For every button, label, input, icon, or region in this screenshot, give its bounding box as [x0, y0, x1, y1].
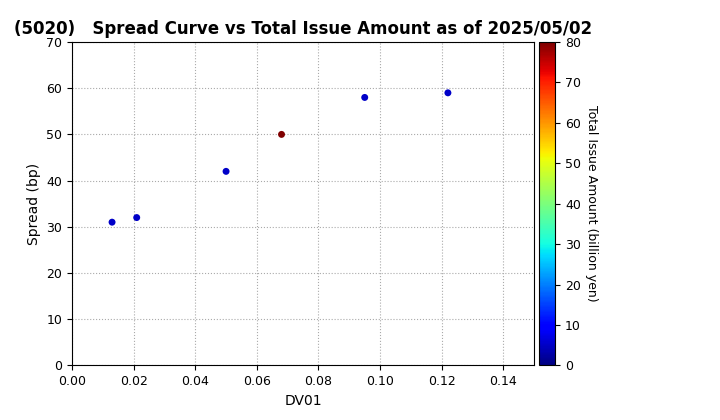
- Point: [442, 89, 454, 96]
- Point: [107, 219, 118, 226]
- Y-axis label: Spread (bp): Spread (bp): [27, 163, 41, 245]
- Y-axis label: Total Issue Amount (billion yen): Total Issue Amount (billion yen): [585, 105, 598, 302]
- Point: [359, 94, 371, 101]
- Point: [131, 214, 143, 221]
- Point: [220, 168, 232, 175]
- Title: (5020)   Spread Curve vs Total Issue Amount as of 2025/05/02: (5020) Spread Curve vs Total Issue Amoun…: [14, 20, 592, 38]
- Point: [276, 131, 287, 138]
- X-axis label: DV01: DV01: [284, 394, 322, 408]
